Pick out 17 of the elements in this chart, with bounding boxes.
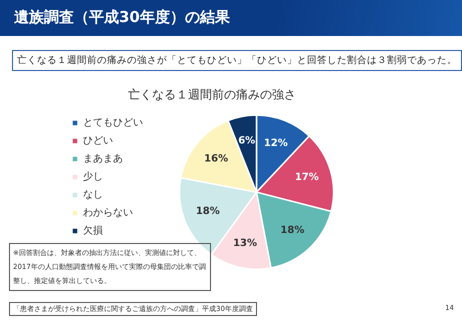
legend-label: とてもひどい xyxy=(83,118,143,129)
data-label: 18% xyxy=(196,206,220,218)
legend-label: 少し xyxy=(83,170,103,183)
legend-label: なし xyxy=(83,190,103,201)
chart-subtitle: 亡くなる１週間前の痛みの強さが「とてもひどい」「ひどい」と回答した割合は３割弱であった。 xyxy=(12,50,462,71)
data-label: 17% xyxy=(294,172,319,184)
data-label: 12% xyxy=(264,138,288,150)
text: 遺族調査（平成30年度）の結果 xyxy=(14,8,230,27)
legend-label: わからない xyxy=(83,208,133,219)
data-label: 13% xyxy=(233,238,258,249)
data-label: 16% xyxy=(204,153,228,164)
chart-title: 亡くなる１週間前の痛みの強さ xyxy=(128,87,296,102)
legend-label: 欠損 xyxy=(83,224,103,237)
legend-label: ひどい xyxy=(83,136,113,147)
data-label: 6% xyxy=(238,135,256,146)
legend-label: まあまあ xyxy=(83,154,123,165)
data-label: 18% xyxy=(280,224,304,236)
